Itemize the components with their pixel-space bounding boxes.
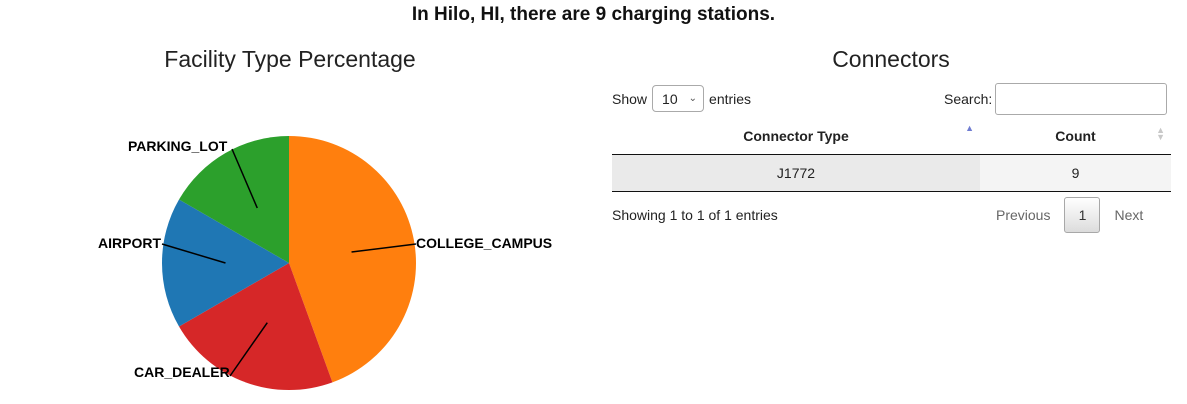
pie-label-college-campus: COLLEGE_CAMPUS <box>416 235 552 251</box>
facility-type-pie-chart: COLLEGE_CAMPUS CAR_DEALER AIRPORT PARKING_L… <box>98 136 552 390</box>
table-info: Showing 1 to 1 of 1 entries <box>612 207 778 223</box>
pagination: Previous 1 Next <box>984 197 1155 233</box>
pie-slices <box>161 136 417 390</box>
search-label: Search: <box>944 91 993 107</box>
table-header-row: Connector Type ▲ Count ▲ ▼ <box>612 118 1171 155</box>
connectors-title: Connectors <box>832 46 950 72</box>
next-page-button[interactable]: Next <box>1114 207 1144 223</box>
pie-leader-line <box>231 148 258 209</box>
search-input[interactable] <box>995 83 1168 115</box>
column-header-label: Count <box>1055 128 1096 144</box>
page-1-button[interactable]: 1 <box>1064 197 1101 233</box>
pie-label-airport: AIRPORT <box>98 235 161 251</box>
connectors-table: Connector Type ▲ Count ▲ ▼ J1772 9 <box>612 118 1171 192</box>
chevron-down-icon: ⌄ <box>688 93 698 104</box>
pie-leader-line <box>161 243 226 264</box>
pie-slice-college-campus[interactable] <box>289 136 417 383</box>
pie-slice-car-dealer[interactable] <box>179 263 333 390</box>
entries-select-value: 10 <box>662 90 678 107</box>
column-header-count[interactable]: Count ▲ ▼ <box>980 118 1171 155</box>
show-label: Show <box>612 90 648 107</box>
entries-label: entries <box>709 90 752 107</box>
table-row: J1772 9 <box>612 154 1171 192</box>
column-header-connector-type[interactable]: Connector Type ▲ <box>612 118 980 155</box>
pie-label-car-dealer: CAR_DEALER <box>134 364 230 380</box>
pie-chart-title: Facility Type Percentage <box>164 46 416 72</box>
sort-both-icon: ▲ ▼ <box>1156 125 1165 142</box>
page-title: In Hilo, HI, there are 9 charging statio… <box>411 4 776 25</box>
pie-leader-line <box>229 322 268 377</box>
sort-ascending-icon: ▲ <box>965 123 974 133</box>
entries-length-control: Show 10 ⌄ entries <box>612 85 751 112</box>
cell-count: 9 <box>980 154 1171 192</box>
pie-leader-line <box>351 243 417 253</box>
cell-connector-type: J1772 <box>612 154 980 192</box>
pie-labels: COLLEGE_CAMPUS CAR_DEALER AIRPORT PARKING_L… <box>98 138 552 380</box>
previous-page-button[interactable]: Previous <box>996 207 1051 223</box>
pie-leader-lines <box>161 148 417 377</box>
pie-label-parking-lot: PARKING_LOT <box>128 138 228 154</box>
pie-slice-parking-lot[interactable] <box>179 136 289 263</box>
entries-select[interactable]: 10 ⌄ <box>652 85 705 112</box>
search-control: Search: <box>944 83 1168 115</box>
column-header-label: Connector Type <box>743 128 849 144</box>
